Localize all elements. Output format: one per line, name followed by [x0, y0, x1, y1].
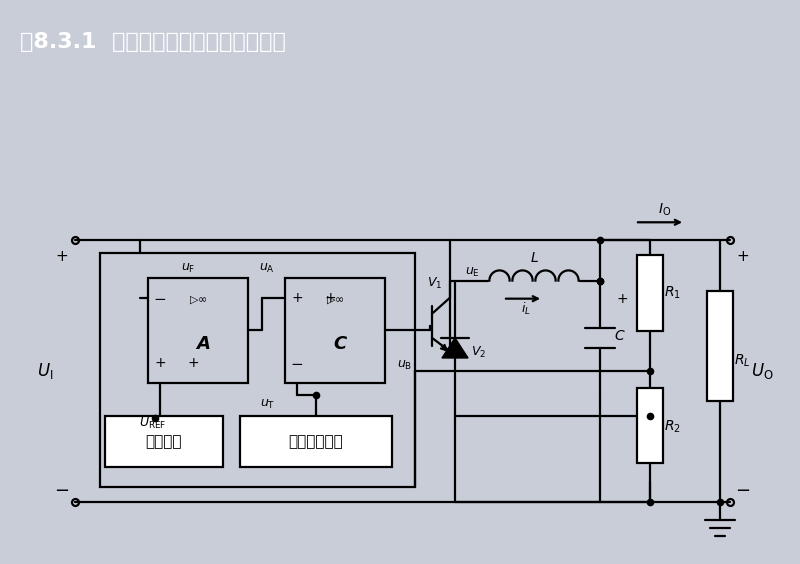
Text: $R_2$: $R_2$ [663, 418, 681, 434]
Text: $u_\mathrm{E}$: $u_\mathrm{E}$ [465, 266, 479, 279]
Bar [707, 290, 733, 401]
Text: $L$: $L$ [530, 252, 538, 266]
Text: $-$: $-$ [290, 355, 303, 371]
Text: C: C [334, 335, 346, 353]
Text: $-$: $-$ [154, 290, 166, 305]
Text: A: A [196, 335, 210, 353]
Text: $U_\mathrm{REF}$: $U_\mathrm{REF}$ [139, 416, 166, 431]
Text: $u_\mathrm{B}$: $u_\mathrm{B}$ [398, 359, 413, 372]
Polygon shape [442, 338, 468, 358]
Text: $I_\mathrm{O}$: $I_\mathrm{O}$ [658, 202, 672, 218]
Text: $-$: $-$ [735, 479, 750, 497]
Text: $V_1$: $V_1$ [427, 276, 442, 291]
Text: $u_\mathrm{T}$: $u_\mathrm{T}$ [260, 398, 276, 411]
Text: $R_L$: $R_L$ [734, 353, 750, 369]
Text: $R_1$: $R_1$ [663, 284, 681, 301]
Text: $i_L$: $i_L$ [521, 301, 531, 317]
Text: $\triangleright\infty$: $\triangleright\infty$ [189, 293, 207, 306]
Bar [637, 388, 663, 464]
Text: +: + [154, 356, 166, 370]
Text: 基准电压: 基准电压 [146, 434, 182, 449]
Text: $U_\mathrm{O}$: $U_\mathrm{O}$ [750, 361, 774, 381]
Text: +: + [737, 249, 750, 264]
Text: +: + [616, 292, 628, 306]
Text: 图8.3.1  串联型开关稳压电路组成框图: 图8.3.1 串联型开关稳压电路组成框图 [20, 32, 286, 52]
Bar [100, 253, 415, 487]
Bar [637, 255, 663, 331]
Bar [148, 277, 248, 383]
Text: +: + [56, 249, 68, 264]
Text: $-$: $-$ [54, 479, 70, 497]
Text: $U_\mathrm{I}$: $U_\mathrm{I}$ [37, 361, 54, 381]
Text: $C$: $C$ [614, 329, 626, 343]
Bar [285, 277, 385, 383]
Text: +: + [291, 290, 303, 305]
Text: $\triangleright\infty$: $\triangleright\infty$ [326, 293, 344, 306]
Text: $u_\mathrm{A}$: $u_\mathrm{A}$ [259, 262, 275, 275]
Text: +: + [187, 356, 199, 370]
Text: 三角波发生器: 三角波发生器 [289, 434, 343, 449]
Text: +: + [324, 290, 336, 305]
Text: $u_\mathrm{F}$: $u_\mathrm{F}$ [181, 262, 195, 275]
Bar [105, 416, 223, 466]
Bar [240, 416, 392, 466]
Text: $V_2$: $V_2$ [471, 345, 486, 360]
